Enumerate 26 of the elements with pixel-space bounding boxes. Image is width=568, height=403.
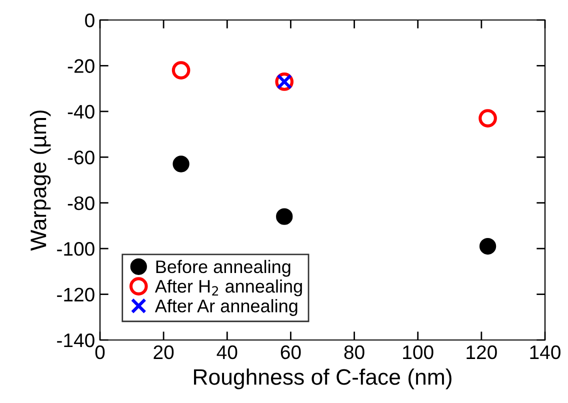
x-tick-label: 80 [344, 345, 364, 360]
legend-label: After Ar annealing [154, 299, 298, 316]
y-tick-label: -100 [57, 242, 94, 256]
y-tick-label: -140 [57, 333, 94, 348]
x-tick-label: 60 [280, 345, 301, 360]
legend-label: After H$_{2}$ annealing [154, 279, 302, 296]
point [172, 61, 190, 80]
legend-label: Before annealing [156, 260, 290, 277]
x-tick-label: 140 [530, 345, 560, 360]
y-tick-label: 0 [85, 13, 94, 28]
y-tick-label: -60 [68, 150, 94, 164]
x-axis-title: Roughness of C-face (nm) [194, 368, 452, 390]
x-tick-label: 40 [216, 345, 238, 360]
y-tick-label: -80 [68, 196, 94, 210]
point [172, 156, 190, 172]
x-tick-label: 120 [466, 345, 497, 360]
x-tick-label: 0 [95, 345, 105, 360]
point [478, 109, 497, 128]
y-tick-label: -40 [68, 104, 94, 119]
y-tick-label: -20 [68, 59, 94, 73]
point [276, 208, 293, 225]
x-tick-label: 20 [154, 345, 174, 360]
y-tick-label: -120 [57, 288, 94, 302]
point [479, 238, 496, 255]
y-axis-title: Warpage (µm) [30, 110, 51, 251]
x-tick-label: 100 [403, 345, 434, 360]
